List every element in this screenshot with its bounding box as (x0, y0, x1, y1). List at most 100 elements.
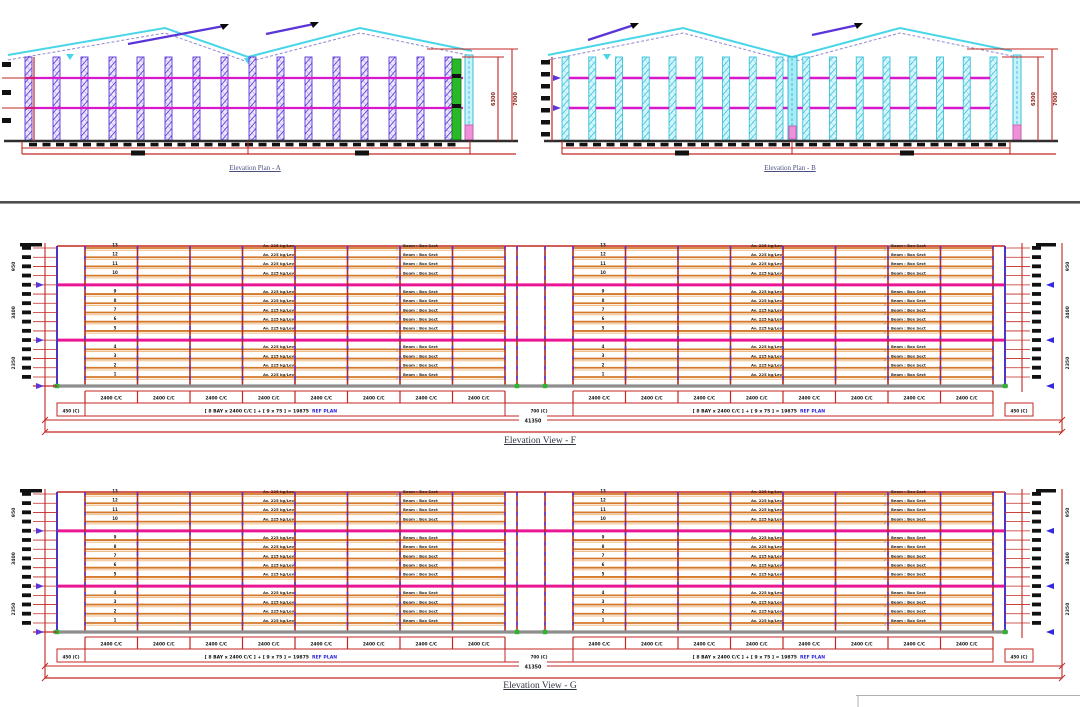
beam-note: Beam : Box Sect (403, 261, 438, 266)
gfx-rect (22, 510, 31, 515)
gfx-rect (56, 142, 64, 147)
bay-dim-label: 2400 C/C (903, 642, 925, 648)
run-formula-ref: REF PLAN (800, 654, 825, 660)
bay-dim-label: 2400 C/C (746, 396, 768, 402)
level-note: Av. 225 kg/Lev (263, 372, 295, 377)
gfx-line (811, 23, 859, 37)
bay-dim-label: 2400 C/C (956, 396, 978, 402)
gfx-rect (22, 492, 31, 496)
level-note: Av. 225 kg/Lev (263, 353, 295, 358)
level-number: 10 (112, 270, 118, 275)
level-number: 7 (114, 553, 117, 558)
gfx-rect (647, 142, 655, 147)
bay-dim-label: 2400 C/C (310, 396, 332, 402)
level-note: Av. 225 kg/Lev (263, 363, 295, 368)
gfx-rect (836, 142, 844, 147)
gfx-rect (29, 142, 37, 147)
gfx-polygon (36, 337, 44, 344)
level-number: 8 (114, 544, 117, 549)
gfx-rect (177, 142, 186, 147)
beam-note: Beam : Box Sect (403, 307, 438, 312)
beam-note: Beam : Box Sect (891, 590, 926, 595)
level-note: Av. 225 kg/Lev (751, 353, 783, 358)
bay-dim-label: 2400 C/C (100, 396, 122, 402)
side-dim-label: 2350 (1065, 357, 1071, 370)
gfx-polygon (36, 629, 44, 635)
level-number: 5 (602, 325, 605, 330)
run-formula-ref: REF PLAN (312, 654, 337, 660)
beam-note: Beam : Box Sect (891, 516, 926, 521)
gfx-rect (541, 72, 550, 77)
level-note: Av. 225 kg/Lev (751, 507, 783, 512)
gfx-rect (447, 142, 456, 147)
side-dim-label: 950 (1065, 508, 1071, 518)
roof-line (7, 26, 473, 59)
gfx-rect (22, 273, 31, 278)
gfx-rect (22, 365, 31, 370)
gfx-rect (1032, 584, 1041, 588)
rack-elevation-g: 13 Av. 225 kg/Lev Beam : Box Sect 13 Av. 225… (11, 489, 1071, 682)
dim-label-outer: 7000 (1053, 92, 1059, 106)
gfx-rect (83, 142, 91, 147)
level-number: 13 (112, 243, 118, 248)
level-note: Av. 225 kg/Lev (263, 489, 295, 494)
beam-note: Beam : Box Sect (891, 372, 926, 377)
level-number: 10 (600, 516, 606, 521)
gfx-rect (890, 142, 898, 147)
beam-note: Beam : Box Sect (891, 307, 926, 312)
level-number: 9 (602, 289, 605, 294)
level-number: 2 (602, 362, 605, 367)
gfx-rect (1032, 565, 1041, 570)
gfx-rect (990, 57, 997, 140)
gfx-rect (22, 374, 31, 379)
level-number: 6 (602, 316, 605, 321)
level-note: Av. 225 kg/Lev (263, 344, 295, 349)
dim-label-inner: 6300 (491, 92, 497, 106)
beam-note: Beam : Box Sect (891, 535, 926, 540)
gfx-line (587, 23, 635, 42)
run-formula: [ 8 BAY x 2400 C/C ] + [ 9 x 75 ] = 1987… (205, 408, 309, 414)
level-number: 1 (602, 617, 605, 622)
beam-note: Beam : Box Sect (403, 289, 438, 294)
gfx-polygon (310, 22, 319, 28)
top-elevation-b: 6300 7000 (541, 23, 1059, 156)
gfx-rect (788, 125, 797, 140)
level-note: Av. 225 kg/Lev (263, 507, 295, 512)
gfx-rect (221, 57, 228, 140)
gfx-rect (22, 556, 31, 561)
gfx-rect (514, 383, 520, 389)
gfx-rect (2, 62, 11, 67)
beam-note: Beam : Box Sect (891, 498, 926, 503)
gfx-rect (1032, 347, 1041, 352)
side-dim-label: 3400 (11, 552, 17, 565)
gfx-rect (701, 142, 709, 147)
beam-note: Beam : Box Sect (891, 563, 926, 568)
gfx-rect (519, 415, 547, 423)
gfx-rect (191, 142, 199, 147)
beam-note: Beam : Box Sect (891, 252, 926, 257)
level-note: Av. 225 kg/Lev (751, 326, 783, 331)
level-note: Av. 225 kg/Lev (751, 535, 783, 540)
gfx-rect (339, 142, 348, 147)
gfx-rect (417, 57, 424, 140)
gfx-rect (22, 356, 31, 361)
gfx-rect (96, 142, 105, 147)
gfx-rect (1032, 255, 1041, 260)
bay-dim-label: 2400 C/C (363, 396, 385, 402)
gfx-rect (22, 301, 31, 306)
gfx-rect (1004, 402, 1034, 417)
gfx-rect (22, 328, 31, 333)
level-note: Av. 225 kg/Lev (751, 252, 783, 257)
side-dim-label: 950 (1065, 262, 1071, 272)
roof-line (547, 26, 1013, 59)
gfx-line (1058, 662, 1066, 670)
overall-dim-label: 41350 (525, 665, 542, 671)
gfx-rect (22, 593, 31, 598)
gfx-rect (998, 142, 1006, 147)
gfx-rect (633, 142, 642, 147)
beam-note: Beam : Box Sect (403, 344, 438, 349)
top-elevation-a: 6300 7000 (2, 22, 519, 156)
gfx-rect (22, 347, 31, 352)
gfx-polygon (1046, 583, 1054, 590)
gfx-rect (795, 142, 804, 147)
